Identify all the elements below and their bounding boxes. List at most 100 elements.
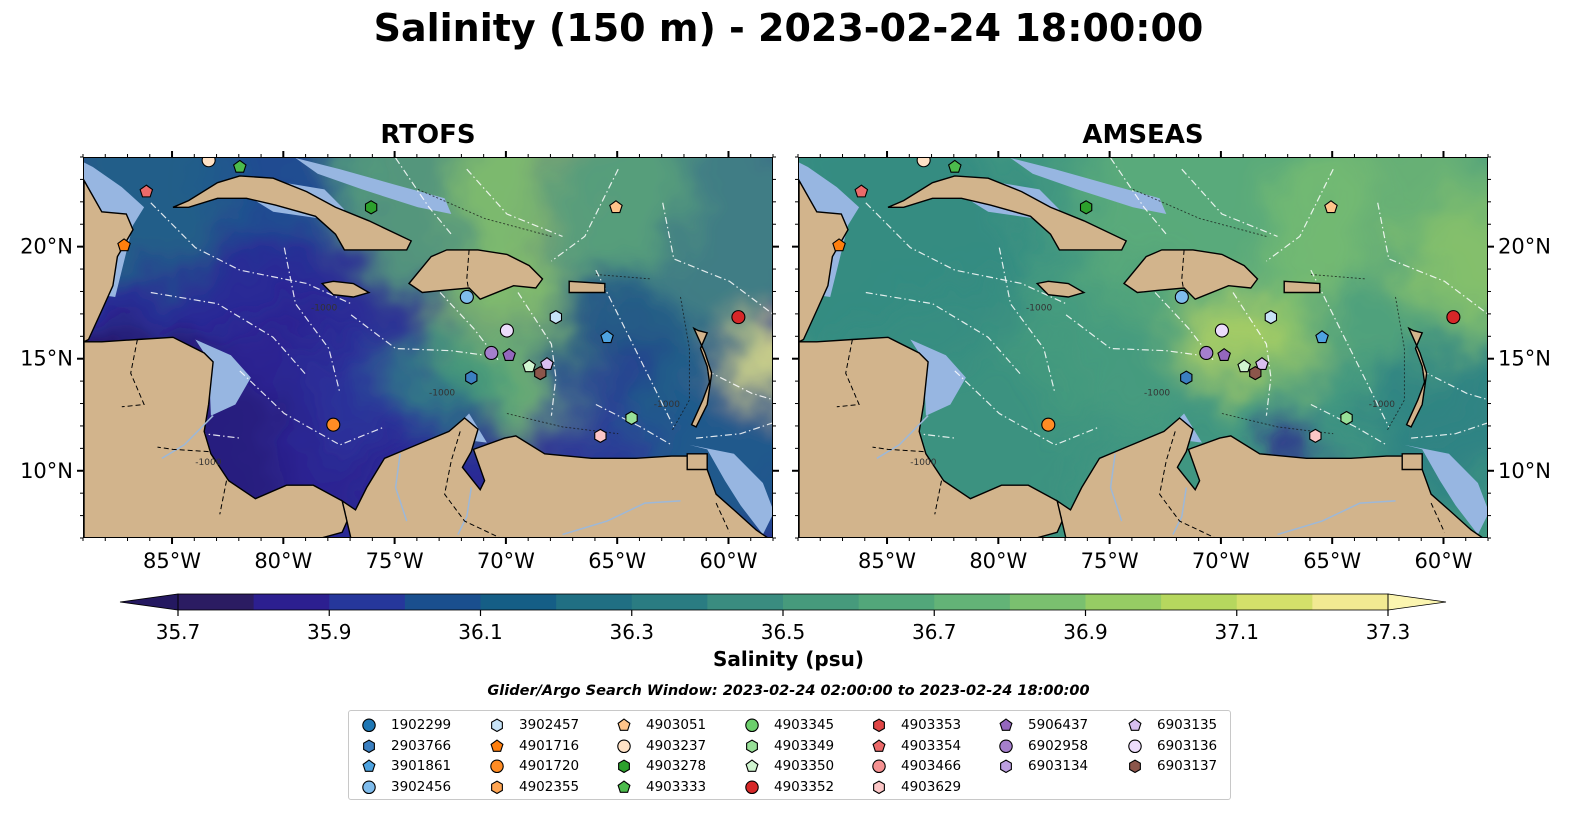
legend-label: 6902958 (1028, 737, 1089, 754)
platform-marker-4903333 (947, 159, 962, 173)
country-border (341, 500, 348, 519)
eez-boundary (1266, 168, 1334, 262)
legend-entry-6902958: 6902958 (998, 736, 1088, 756)
legend-marker (999, 718, 1013, 731)
legend-marker-circle-icon (362, 718, 376, 733)
eez-boundary (1310, 403, 1387, 446)
country-border (1159, 431, 1215, 537)
country-border (836, 339, 860, 408)
legend-marker-pentagon-icon (872, 738, 886, 752)
legend-entry-4903237: 4903237 (616, 736, 706, 756)
legend-marker-circle-icon (1128, 739, 1142, 753)
legend-marker-hexagon-icon (491, 718, 503, 733)
legend-marker-pentagon-icon (999, 718, 1013, 731)
lon-tick-label: 60°W (1414, 549, 1472, 573)
platform-marker-4903278 (364, 200, 378, 215)
platform-marker-4903237 (201, 158, 216, 168)
legend-label: 4901716 (519, 737, 580, 754)
eez-boundary (865, 291, 1023, 376)
contour-label: -1000 (429, 389, 455, 399)
legend-marker (491, 779, 503, 794)
legend-marker (617, 739, 631, 753)
contour-label: -1000 (1144, 389, 1170, 399)
legend-marker (873, 779, 885, 794)
eez-boundary (1421, 370, 1487, 401)
eez-boundary (1110, 158, 1167, 235)
legend-marker-hexagon-icon (363, 738, 375, 753)
map-panel-rtofs[interactable]: -1000 -1000 -1000 -1000 (83, 157, 773, 538)
platform-marker-3901861 (600, 330, 614, 344)
legend-entry-4901716: 4901716 (489, 736, 579, 756)
legend-entry-6903134: 6903134 (998, 756, 1088, 776)
land-trinidad (686, 453, 708, 471)
platform-marker-4903349 (625, 410, 638, 426)
river (394, 453, 408, 522)
legend-entry-4903466: 4903466 (871, 756, 961, 776)
colorbar-segment (1085, 594, 1162, 610)
legend-label: 3901861 (391, 758, 452, 774)
contour-label: -1000 (1369, 400, 1395, 410)
legend-marker (745, 759, 759, 772)
platform-marker-6902958 (1199, 345, 1214, 361)
platform-marker-4901716 (117, 238, 131, 252)
country-border (219, 480, 227, 515)
platform-marker-6902958 (484, 345, 499, 361)
eez-boundary (954, 370, 1100, 446)
salinity-patch (372, 330, 463, 421)
country-border (1181, 249, 1185, 293)
legend-label: 4903354 (901, 737, 962, 754)
colorbar-segment (556, 594, 633, 610)
river (1109, 453, 1123, 522)
eez-boundary (1377, 202, 1487, 315)
country-border (872, 446, 924, 453)
legend-marker (1128, 718, 1142, 731)
legend-marker (362, 759, 376, 772)
lat-tick-label: 15°N (20, 347, 73, 371)
colorbar-segment (934, 594, 1011, 610)
eez-boundary (1232, 292, 1272, 416)
land-yucatan (84, 178, 134, 343)
lon-tick-label: 70°W (477, 549, 535, 573)
platform-marker-2903766 (1180, 370, 1193, 385)
legend-marker (1128, 739, 1142, 753)
legend-entry-1902299: 1902299 (361, 715, 451, 735)
legend-entry-4903629: 4903629 (871, 777, 961, 797)
platform-marker-3902457 (549, 309, 563, 325)
legend-marker-pentagon-icon (1128, 718, 1142, 731)
platform-legend: 1902299 2903766 3901861 3902456 3902457 49017… (348, 710, 1231, 800)
colorbar-label: Salinity (psu) (712, 647, 864, 671)
depth-contour (595, 274, 652, 280)
platform-marker-4903354 (854, 184, 869, 198)
legend-entry-4903353: 4903353 (871, 715, 961, 735)
contour-label: -1000 (195, 458, 221, 468)
legend-label: 6903134 (1028, 758, 1089, 774)
depth-contour (506, 413, 619, 435)
colorbar-tick-label: 35.7 (156, 620, 201, 644)
legend-label: 4901720 (519, 758, 580, 774)
land-southam (341, 417, 768, 537)
legend-marker-circle-icon (490, 759, 504, 774)
platform-marker-6903135 (1255, 357, 1269, 370)
legend-marker-hexagon-icon (618, 759, 630, 774)
legend-label: 4903352 (774, 778, 835, 795)
legend-entry-4903354: 4903354 (871, 736, 961, 756)
panel-title-amseas: AMSEAS (1082, 120, 1204, 150)
map-panel-amseas[interactable]: -1000 -1000 -1000 -1000 (798, 157, 1488, 538)
lon-tick-label: 65°W (588, 549, 646, 573)
legend-entry-5906437: 5906437 (998, 715, 1088, 735)
lat-tick-label: 15°N (1498, 347, 1551, 371)
contour-label: -1000 (1026, 303, 1052, 313)
legend-marker (1000, 759, 1012, 774)
legend-entry-2903766: 2903766 (361, 736, 451, 756)
land-cuba (887, 175, 1128, 251)
river (1277, 500, 1396, 536)
platform-marker-6903137 (1249, 366, 1262, 381)
legend-marker-circle-icon (362, 780, 376, 794)
country-border (715, 502, 730, 533)
eez-boundary (662, 202, 772, 315)
legend-label: 4903629 (901, 778, 962, 795)
colorbar-segment (329, 594, 406, 610)
eez-boundary (350, 314, 485, 356)
depth-contour (1221, 413, 1334, 435)
country-border (466, 249, 470, 293)
